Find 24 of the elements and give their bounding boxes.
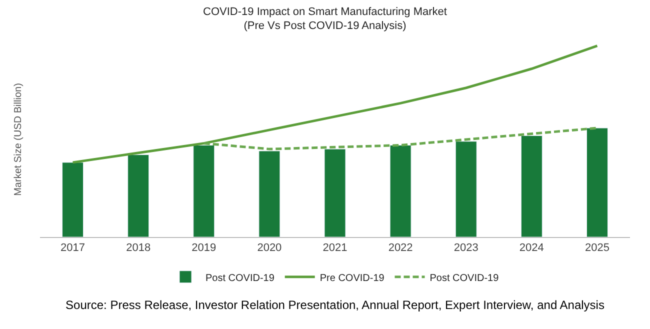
bar — [62, 162, 84, 237]
legend-label: Post COVID-19 — [206, 272, 275, 284]
legend-label: Pre COVID-19 — [320, 272, 385, 284]
bar — [324, 148, 346, 237]
bar — [586, 128, 608, 237]
x-tick-label: 2025 — [584, 242, 610, 254]
bar — [520, 135, 542, 237]
x-tick-label: 2020 — [257, 242, 282, 254]
bar — [193, 144, 215, 237]
bar — [128, 154, 150, 237]
bar — [258, 150, 280, 237]
chart-title: COVID-19 Impact on Smart Manufacturing Market (Pre Vs Post COVID-19 Analysis) — [203, 6, 447, 32]
x-tick-label: 2018 — [126, 242, 151, 254]
bar — [390, 144, 412, 237]
y-axis-title: Market Size (USD Billion) — [13, 83, 24, 196]
x-tick-label: 2019 — [192, 242, 216, 254]
x-tick-label: 2024 — [519, 242, 544, 254]
x-tick-label: 2021 — [322, 242, 348, 254]
legend-label: Post COVID-19 — [430, 272, 500, 284]
source-note: Source: Press Release, Investor Relation Presentation, Annual Report, Expert Interview, and Analysis — [66, 298, 604, 312]
x-tick-label: 2017 — [60, 242, 86, 254]
bar — [455, 141, 477, 237]
x-tick-label: 2022 — [388, 242, 413, 254]
x-tick-label: 2023 — [454, 242, 478, 254]
